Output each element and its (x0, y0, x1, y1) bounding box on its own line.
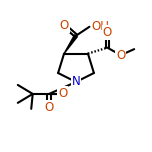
Text: O: O (58, 87, 67, 100)
Text: OH: OH (91, 20, 109, 33)
Text: O: O (103, 26, 112, 39)
Text: N: N (72, 76, 80, 88)
Text: O: O (116, 49, 125, 62)
Polygon shape (64, 35, 77, 54)
Text: O: O (45, 101, 54, 114)
Text: O: O (59, 19, 69, 32)
